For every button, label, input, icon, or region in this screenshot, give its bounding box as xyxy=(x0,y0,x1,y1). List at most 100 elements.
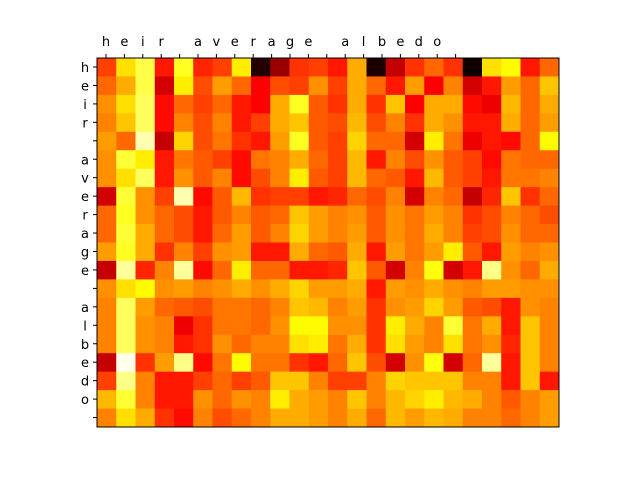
heatmap-cell xyxy=(443,187,464,206)
heatmap-cell xyxy=(443,131,464,151)
heatmap-cell xyxy=(539,242,560,262)
heatmap-cell xyxy=(385,353,406,373)
heatmap-cell xyxy=(270,334,290,354)
y-tick-label: d xyxy=(81,375,89,390)
heatmap-cell xyxy=(174,150,194,170)
heatmap-cell xyxy=(462,316,483,336)
heatmap-cell xyxy=(193,353,213,373)
heatmap-cell xyxy=(308,131,329,151)
heatmap-cell xyxy=(154,279,175,299)
heatmap-cell xyxy=(116,131,136,151)
y-tick-label: v xyxy=(81,172,89,187)
heatmap-cell xyxy=(424,224,444,243)
heatmap-cell xyxy=(347,187,367,206)
heatmap-cell xyxy=(501,205,521,225)
heatmap-cell xyxy=(539,279,560,299)
heatmap-cell xyxy=(405,408,425,428)
heatmap-cell xyxy=(443,390,464,409)
heatmap-cell xyxy=(501,58,521,77)
heatmap-cell xyxy=(97,224,117,243)
heatmap-cell xyxy=(462,260,483,280)
heatmap-cell xyxy=(520,150,541,170)
heatmap-cell xyxy=(501,168,521,188)
heatmap-cell xyxy=(501,242,521,262)
heatmap-cell xyxy=(385,371,406,391)
heatmap-cell xyxy=(308,113,329,133)
heatmap-cell xyxy=(539,316,560,336)
heatmap-cell xyxy=(251,113,271,133)
heatmap-cell xyxy=(135,76,156,96)
heatmap-cell xyxy=(97,390,117,409)
heatmap-cell xyxy=(251,371,271,391)
heatmap-cell xyxy=(385,408,406,428)
heatmap-cell xyxy=(251,224,271,243)
heatmap-cell xyxy=(405,279,425,299)
heatmap-cell xyxy=(443,224,464,243)
heatmap-cell xyxy=(424,371,444,391)
heatmap-cell xyxy=(462,390,483,409)
x-tick-label: a xyxy=(268,35,276,50)
x-tick-label: a xyxy=(341,35,349,50)
heatmap-cell xyxy=(347,224,367,243)
heatmap-cell xyxy=(193,150,213,170)
heatmap-cell xyxy=(385,113,406,133)
heatmap-cell xyxy=(501,260,521,280)
heatmap-cell xyxy=(308,408,329,428)
heatmap-cell xyxy=(308,150,329,170)
heatmap-cell xyxy=(116,297,136,317)
heatmap-cell xyxy=(212,113,233,133)
heatmap-cell xyxy=(212,94,233,114)
heatmap-cell xyxy=(212,260,233,280)
heatmap-cell xyxy=(347,279,367,299)
plot-frame xyxy=(96,57,560,428)
heatmap-cell xyxy=(539,334,560,354)
heatmap-cell xyxy=(347,353,367,373)
heatmap-cell xyxy=(482,279,502,299)
heatmap-cell xyxy=(462,94,483,114)
heatmap-cell xyxy=(231,94,252,114)
heatmap-cell xyxy=(385,224,406,243)
heatmap-cell xyxy=(482,371,502,391)
heatmap-cell xyxy=(97,408,117,428)
heatmap-cell xyxy=(424,76,444,96)
heatmap-cell xyxy=(154,260,175,280)
heatmap-cell xyxy=(174,408,194,428)
heatmap-cell xyxy=(366,390,387,409)
heatmap-cell xyxy=(424,390,444,409)
heatmap-cell xyxy=(328,131,348,151)
heatmap-cell xyxy=(135,390,156,409)
heatmap-cell xyxy=(385,168,406,188)
heatmap-cell xyxy=(366,150,387,170)
heatmap-cell xyxy=(251,353,271,373)
heatmap-cell xyxy=(424,94,444,114)
heatmap-cell xyxy=(462,297,483,317)
heatmap-cell xyxy=(405,76,425,96)
heatmap-cell xyxy=(270,168,290,188)
heatmap-cell xyxy=(520,390,541,409)
heatmap-cell xyxy=(116,316,136,336)
heatmap-cell xyxy=(308,58,329,77)
heatmap-cell xyxy=(308,76,329,96)
heatmap-cell xyxy=(462,58,483,77)
x-tick-label: b xyxy=(378,35,386,50)
heatmap-cell xyxy=(135,113,156,133)
heatmap-cell xyxy=(443,371,464,391)
heatmap-cell xyxy=(174,113,194,133)
heatmap-cell xyxy=(405,316,425,336)
heatmap-cell xyxy=(424,353,444,373)
heatmap-cell xyxy=(154,334,175,354)
heatmap-cell xyxy=(154,187,175,206)
heatmap-cell xyxy=(231,224,252,243)
y-tick-label: e xyxy=(81,79,89,94)
heatmap-cell xyxy=(135,316,156,336)
heatmap-cell xyxy=(231,316,252,336)
heatmap-cell xyxy=(482,316,502,336)
heatmap-cell xyxy=(520,58,541,77)
heatmap-cell xyxy=(520,316,541,336)
heatmap-cell xyxy=(366,58,387,77)
heatmap-cell xyxy=(366,113,387,133)
x-tick-label: e xyxy=(396,35,404,50)
heatmap-cell xyxy=(97,113,117,133)
heatmap-cell xyxy=(289,76,310,96)
